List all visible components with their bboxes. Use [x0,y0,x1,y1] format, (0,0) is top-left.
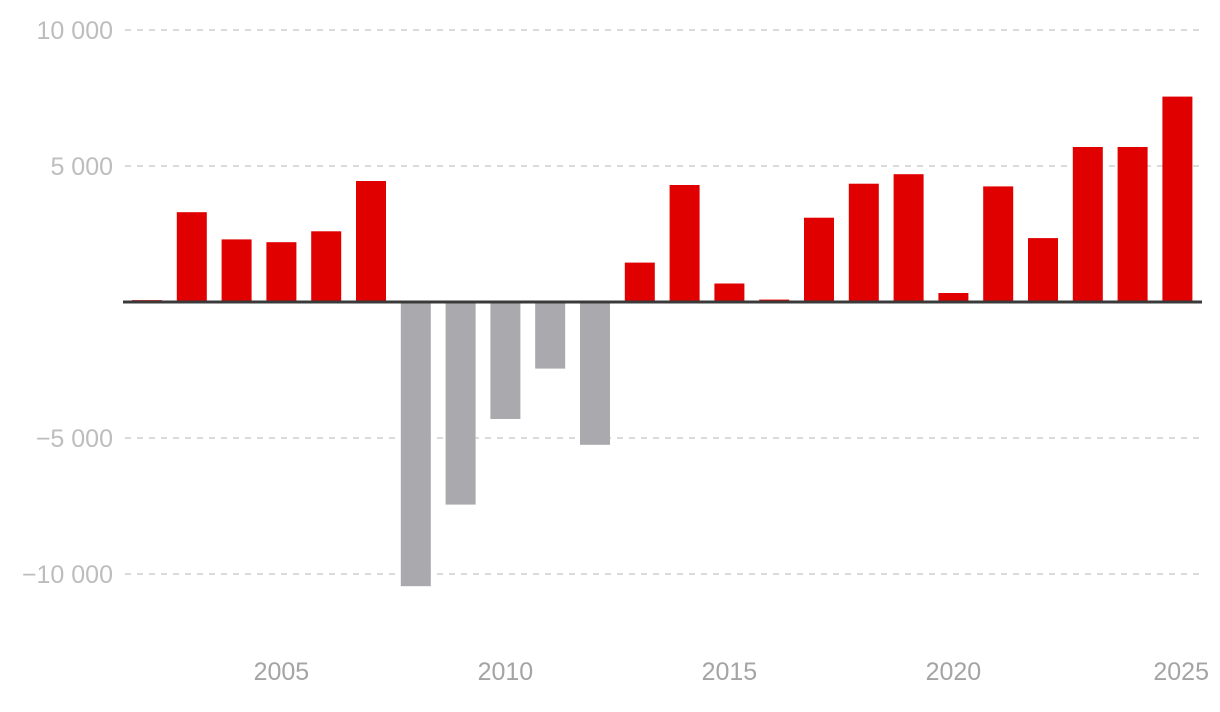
y-axis-tick-labels: 10 000 5 000 −5 000 −10 000 [22,17,113,589]
bar [535,302,566,369]
bar [1072,147,1103,302]
x-tick-label: 2025 [1153,658,1209,686]
bar [624,262,655,302]
bar [221,239,252,302]
x-tick-label: 2010 [478,658,534,686]
bar [580,302,610,445]
bar [848,183,879,302]
bar [490,302,521,419]
x-tick-label: 2015 [702,658,758,686]
x-axis-tick-labels: 2005 2010 2015 2020 2025 [254,658,1209,686]
bar [1162,96,1193,302]
bar [804,217,834,302]
y-tick-label: 5 000 [50,153,113,181]
bar [311,231,342,302]
bars [132,96,1193,587]
bar [714,283,745,302]
bar [176,212,207,302]
y-tick-label: 10 000 [37,17,113,45]
x-tick-label: 2020 [926,658,982,686]
y-tick-label: −5 000 [36,425,113,453]
bar [400,302,431,587]
bar [445,302,476,505]
bar [983,186,1014,302]
bar [938,293,969,302]
bar [356,181,386,302]
bar [1028,238,1058,302]
x-tick-label: 2005 [254,658,310,686]
bar [893,174,924,302]
bar [669,185,700,302]
bar [266,242,297,302]
bar [1117,147,1148,302]
y-tick-label: −10 000 [22,561,113,589]
